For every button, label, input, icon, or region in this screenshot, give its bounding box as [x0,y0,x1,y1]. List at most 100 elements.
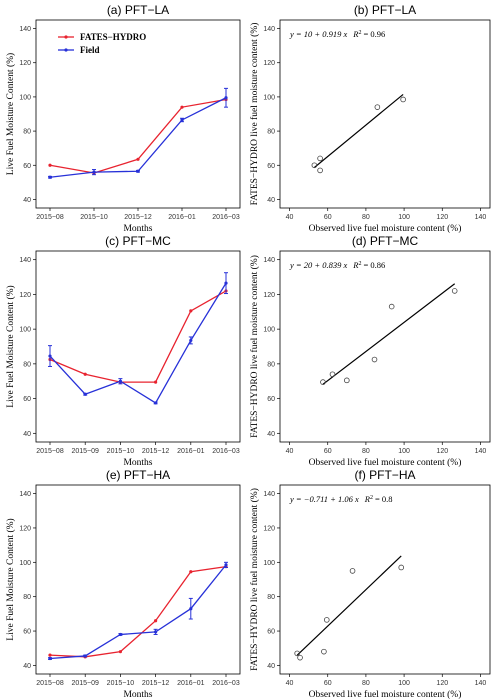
scatter-point [371,356,378,363]
scatter-point [311,162,318,169]
y-tick-label: 60 [267,629,275,636]
y-tick-label: 40 [267,431,275,438]
y-axis-label: FATES−HYDRO live fuel moisture content (… [249,488,260,671]
data-point [83,372,87,376]
r2-value: = 0.86 [363,260,385,270]
panel-title: (d) PFT−MC [352,234,419,248]
series-line-model [49,290,227,383]
r2-value: = 0.8 [375,494,393,504]
scatter-point [323,617,330,623]
y-tick-label: 100 [19,560,31,567]
y-tick-label: 80 [267,361,275,368]
data-point [136,169,140,173]
r2-exponent: 2 [370,495,373,501]
data-point [224,96,228,100]
data-point [118,650,122,654]
regression-line [296,555,402,656]
scatter-point [388,303,395,310]
legend-label-field: Field [80,45,100,55]
x-axis-label: Months [123,224,152,234]
x-tick-label: 60 [324,680,332,687]
scatter-point [317,167,323,174]
scatter-point [321,648,327,655]
y-axis-label: Live Fuel Moisture Content (%) [5,53,16,175]
scatter-point [374,104,381,110]
x-tick-label: 2015−09 [71,680,99,687]
data-point [83,392,87,396]
x-tick-label: 100 [398,680,410,687]
y-axis-label: Live Fuel Moisture Content (%) [5,285,16,407]
plot-frame [35,250,241,443]
x-tick-label: 2015−08 [36,214,64,221]
panel-title: (c) PFT−MC [105,234,171,248]
data-point [48,354,52,358]
legend-label-model: FATES−HYDRO [80,32,146,42]
legend-marker-model [64,35,68,39]
scatter-point [398,564,405,571]
y-tick-label: 80 [23,361,31,368]
y-tick-label: 60 [23,163,31,170]
y-tick-label: 60 [23,396,31,403]
y-tick-label: 40 [23,197,31,204]
y-tick-label: 60 [267,163,275,170]
panel-title: (e) PFT−HA [106,468,170,482]
data-point [136,157,140,161]
y-tick-label: 120 [263,525,275,532]
scatter-point [297,654,303,661]
scatter-point [451,288,458,294]
x-tick-label: 2015−10 [80,214,108,221]
r2-exponent: 2 [358,30,361,36]
y-tick-label: 80 [23,594,31,601]
panel-4: (e) PFT−HA 40 60 80 100 120 140 Live Fuel Moist… [5,468,241,699]
x-tick-label: 40 [286,680,294,687]
y-tick-label: 120 [19,60,31,67]
y-tick-label: 40 [267,663,275,670]
x-tick-label: 100 [398,214,410,221]
equation-prefix: y = 20 + 0.839 x [289,260,347,270]
regression-equation: y = −0.711 + 1.06 x R2 = 0.8 [289,494,393,504]
plot-frame [279,19,491,209]
y-axis-label: FATES−HYDRO live fuel moisture content (… [249,255,260,438]
data-point [48,656,52,661]
data-point [154,630,158,634]
data-point [92,170,96,174]
y-tick-label: 140 [19,257,31,264]
data-point [154,380,158,384]
legend-marker-field [64,48,68,52]
regression-equation: y = 20 + 0.839 x R2 = 0.86 [289,260,385,270]
plot-frame [35,19,241,209]
x-axis-label: Observed live fuel moisture content (%) [309,689,462,699]
x-tick-label: 2016−03 [212,214,240,221]
x-axis-label: Observed live fuel moisture content (%) [309,457,462,468]
y-tick-label: 100 [263,560,275,567]
x-tick-label: 40 [286,448,294,455]
x-tick-label: 80 [362,214,370,221]
scatter-point [294,650,300,657]
data-point [224,281,228,285]
x-tick-label: 60 [324,448,332,455]
equation-prefix: y = 10 + 0.919 x [289,29,347,39]
data-point [189,338,193,343]
y-axis-label: FATES−HYDRO live fuel moisture content (… [249,23,260,206]
y-tick-label: 120 [19,292,31,299]
series-line-model [49,565,227,658]
data-point [83,654,87,658]
series-line-field [49,564,227,660]
y-tick-label: 40 [23,663,31,670]
y-tick-label: 40 [23,431,31,438]
x-tick-label: 2015−10 [107,680,135,687]
x-tick-label: 60 [324,214,332,221]
r2-symbol: R [352,260,359,270]
panel-2: (c) PFT−MC 40 60 80 100 120 140 Live Fuel Moist… [5,234,241,468]
regression-line [313,93,404,168]
y-tick-label: 140 [263,257,275,264]
data-point [189,570,193,574]
y-tick-label: 40 [267,197,275,204]
data-point [118,632,122,637]
equation-prefix: y = −0.711 + 1.06 x [289,494,359,504]
x-tick-label: 120 [436,214,448,221]
data-point [189,607,193,611]
x-tick-label: 2015−08 [36,448,64,455]
